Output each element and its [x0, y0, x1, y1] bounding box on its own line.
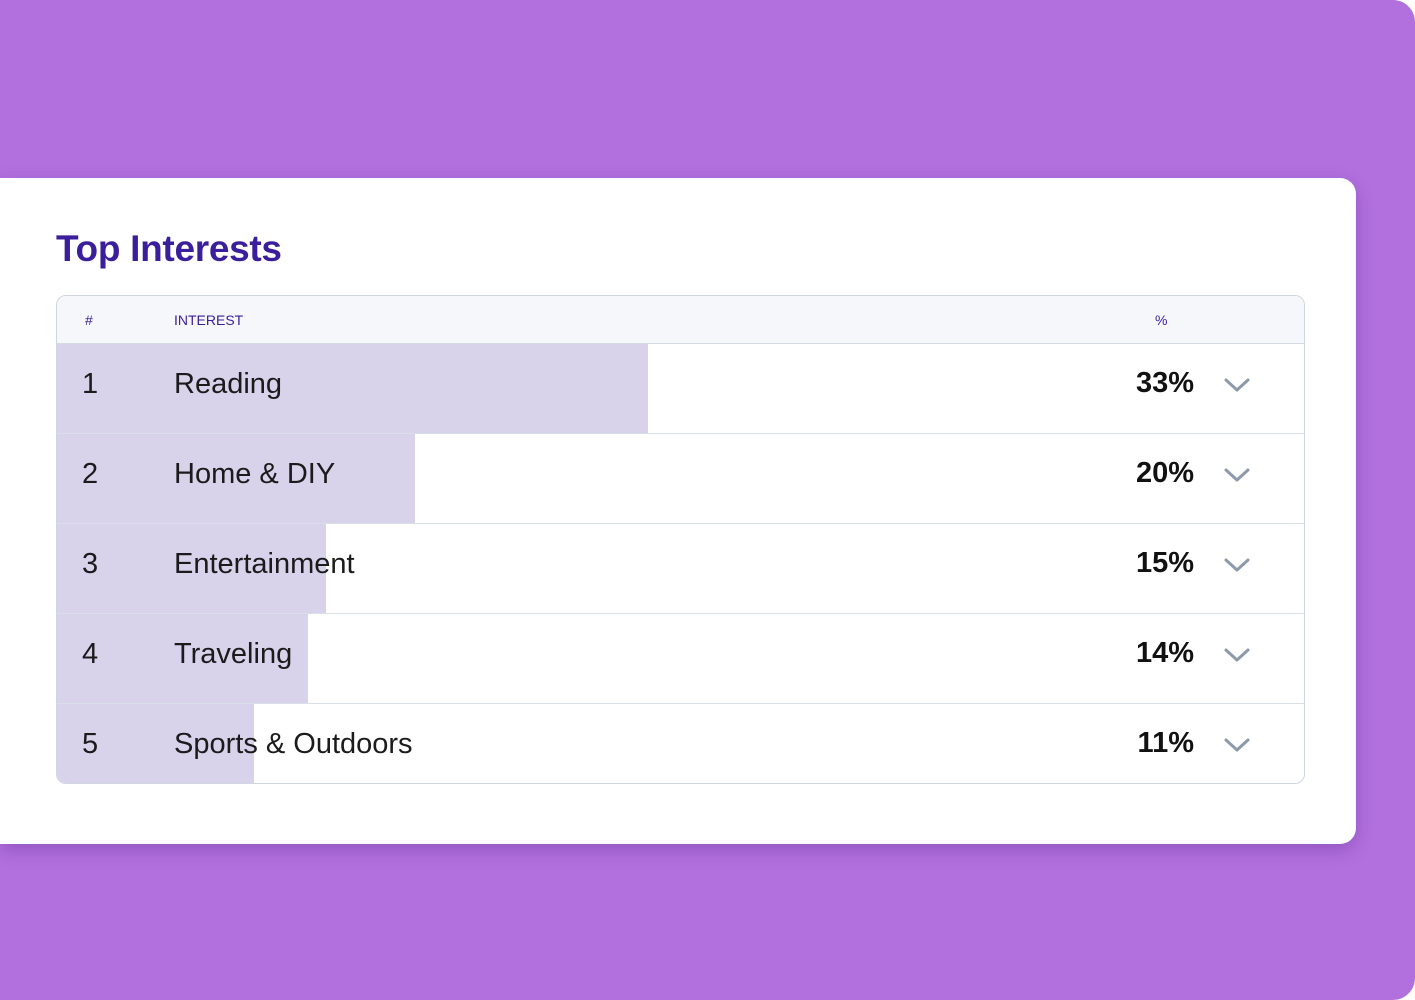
- column-header-percent[interactable]: %: [1155, 312, 1168, 328]
- row-interest-name: Traveling: [174, 638, 293, 670]
- table-header: # INTEREST %: [57, 296, 1304, 344]
- chevron-down-icon[interactable]: [1223, 375, 1251, 395]
- row-rank: 4: [82, 638, 99, 670]
- percent-bar: [57, 434, 416, 523]
- row-percent: 33%: [1135, 367, 1194, 399]
- row-rank: 3: [82, 548, 99, 580]
- card-title: Top Interests: [56, 228, 282, 269]
- percent-bar: [57, 344, 649, 433]
- chevron-down-icon[interactable]: [1223, 465, 1251, 485]
- table-row[interactable]: 5 Sports & Outdoors 11%: [57, 704, 1304, 783]
- table-row[interactable]: 4 Traveling 14%: [57, 614, 1304, 704]
- row-interest-name: Home & DIY: [174, 458, 336, 490]
- row-rank: 5: [82, 728, 99, 760]
- row-rank: 1: [82, 368, 99, 400]
- table-row[interactable]: 3 Entertainment 15%: [57, 524, 1304, 614]
- table-row[interactable]: 1 Reading 33%: [57, 344, 1304, 434]
- row-percent: 20%: [1135, 457, 1194, 489]
- chevron-down-icon[interactable]: [1223, 645, 1251, 665]
- row-interest-name: Sports & Outdoors: [174, 728, 413, 760]
- percent-bar: [57, 524, 326, 613]
- row-interest-name: Reading: [174, 368, 283, 400]
- row-percent: 15%: [1135, 547, 1194, 579]
- chevron-down-icon[interactable]: [1223, 555, 1251, 575]
- table-row[interactable]: 2 Home & DIY 20%: [57, 434, 1304, 524]
- column-header-rank: #: [85, 312, 93, 328]
- column-header-interest[interactable]: INTEREST: [174, 312, 244, 328]
- chevron-down-icon[interactable]: [1223, 735, 1251, 755]
- interests-table: # INTEREST % 1 Reading 33% 2 Home & DIY …: [56, 295, 1305, 784]
- percent-bar: [57, 704, 255, 783]
- row-percent: 11%: [1137, 727, 1194, 759]
- percent-bar: [57, 614, 308, 703]
- row-rank: 2: [82, 458, 99, 490]
- row-percent: 14%: [1135, 637, 1194, 669]
- row-interest-name: Entertainment: [174, 548, 355, 580]
